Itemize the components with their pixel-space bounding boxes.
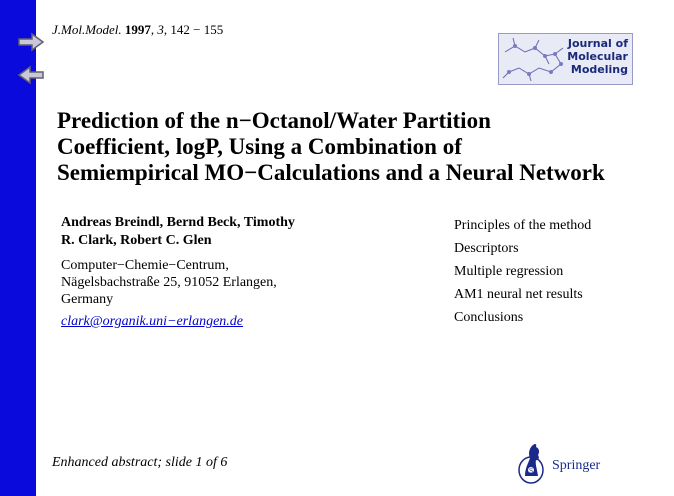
svg-text:S: S [529, 468, 533, 475]
journal-logo: Journal of Molecular Modeling [498, 33, 633, 85]
outline-item-principles[interactable]: Principles of the method [454, 218, 592, 233]
outline-item-multiple-regression[interactable]: Multiple regression [454, 264, 564, 279]
citation-pages: , 142 − 155 [163, 22, 224, 37]
prev-slide-button[interactable] [17, 64, 45, 86]
logo-line-2: Molecular [567, 50, 628, 63]
citation-year: 1997 [124, 22, 151, 37]
citation-journal: J.Mol.Model. [52, 22, 122, 37]
authors-line-2: R. Clark, Robert C. Glen [61, 233, 212, 248]
springer-knight-icon: S [518, 443, 544, 484]
outline-list: Principles of the method Descriptors Mul… [454, 216, 591, 331]
citation: J.Mol.Model. 1997, 3, 142 − 155 [52, 22, 224, 37]
logo-line-1: Journal of [567, 37, 628, 50]
logo-line-3: Modeling [570, 63, 628, 76]
slide-footer: Enhanced abstract; slide 1 of 6 [52, 455, 228, 470]
publisher-name: Springer [552, 458, 601, 473]
affiliation-line-3: Germany [61, 292, 114, 307]
citation-volume: 3 [157, 22, 164, 37]
title-line-1: Prediction of the n−Octanol/Water Partit… [57, 108, 491, 133]
left-arrow-icon [17, 65, 44, 85]
title-line-3: Semiempirical MO−Calculations and a Neur… [57, 160, 605, 185]
authors: Andreas Breindl, Bernd Beck, Timothy R. … [61, 214, 361, 250]
outline-item-neural-net-results[interactable]: AM1 neural net results [454, 287, 583, 302]
slide-title: Prediction of the n−Octanol/Water Partit… [57, 108, 667, 186]
affiliation-line-2: Nägelsbachstraße 25, 91052 Erlangen, [61, 275, 277, 290]
authors-line-1: Andreas Breindl, Bernd Beck, Timothy [61, 215, 295, 230]
logo-text: Journal of Molecular Modeling [567, 37, 628, 76]
next-slide-button[interactable] [17, 31, 45, 53]
right-arrow-icon [18, 32, 45, 52]
email-link[interactable]: clark@organik.uni−erlangen.de [61, 314, 243, 329]
title-line-2: Coefficient, logP, Using a Combination o… [57, 134, 462, 159]
outline-item-descriptors[interactable]: Descriptors [454, 241, 519, 256]
outline-item-conclusions[interactable]: Conclusions [454, 310, 524, 325]
molecule-graphic [502, 37, 564, 82]
affiliation-line-1: Computer−Chemie−Centrum, [61, 258, 229, 273]
springer-logo: S Springer [516, 436, 616, 486]
affiliation: Computer−Chemie−Centrum, Nägelsbachstraß… [61, 257, 361, 308]
